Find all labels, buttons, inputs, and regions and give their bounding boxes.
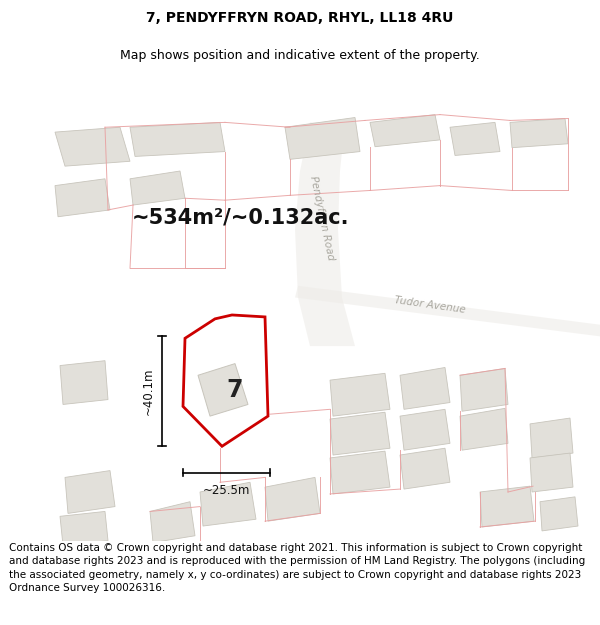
Text: ~534m²/~0.132ac.: ~534m²/~0.132ac. xyxy=(131,208,349,227)
Polygon shape xyxy=(400,448,450,489)
Polygon shape xyxy=(295,122,355,346)
Polygon shape xyxy=(330,373,390,416)
Polygon shape xyxy=(130,122,225,156)
Polygon shape xyxy=(295,286,600,336)
Polygon shape xyxy=(460,408,508,450)
Polygon shape xyxy=(450,122,500,156)
Polygon shape xyxy=(130,171,185,205)
Polygon shape xyxy=(330,412,390,455)
Polygon shape xyxy=(60,361,108,404)
Text: ~40.1m: ~40.1m xyxy=(142,368,155,415)
Polygon shape xyxy=(510,119,568,148)
Polygon shape xyxy=(65,471,115,513)
Polygon shape xyxy=(285,118,360,159)
Text: 7: 7 xyxy=(227,378,243,402)
Polygon shape xyxy=(55,179,110,217)
Polygon shape xyxy=(265,478,320,521)
Polygon shape xyxy=(198,364,248,416)
Text: ~25.5m: ~25.5m xyxy=(203,484,250,496)
Polygon shape xyxy=(460,369,508,411)
Polygon shape xyxy=(330,451,390,494)
Text: Tudor Avenue: Tudor Avenue xyxy=(394,295,466,315)
Polygon shape xyxy=(370,114,440,147)
Polygon shape xyxy=(480,486,534,527)
Polygon shape xyxy=(60,511,108,546)
Text: 7, PENDYFFRYN ROAD, RHYL, LL18 4RU: 7, PENDYFFRYN ROAD, RHYL, LL18 4RU xyxy=(146,11,454,26)
Polygon shape xyxy=(400,409,450,450)
Polygon shape xyxy=(400,368,450,409)
Text: Contains OS data © Crown copyright and database right 2021. This information is : Contains OS data © Crown copyright and d… xyxy=(9,543,585,592)
Text: Map shows position and indicative extent of the property.: Map shows position and indicative extent… xyxy=(120,49,480,62)
Text: Pendyffryn Road: Pendyffryn Road xyxy=(308,174,336,261)
Polygon shape xyxy=(540,497,578,531)
Polygon shape xyxy=(530,453,573,492)
Polygon shape xyxy=(200,482,256,526)
Polygon shape xyxy=(150,502,195,542)
Polygon shape xyxy=(55,127,130,166)
Polygon shape xyxy=(530,418,573,458)
